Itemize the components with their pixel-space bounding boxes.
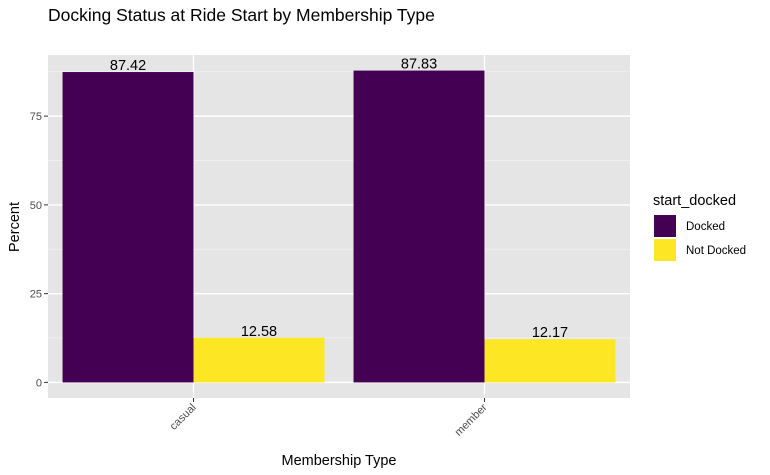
bars xyxy=(62,70,616,383)
bar-value-label: 87.42 xyxy=(110,58,146,74)
bar-casual-not-docked xyxy=(193,337,325,383)
bar-member-not-docked xyxy=(484,339,616,383)
y-tick-label: 50 xyxy=(30,200,42,212)
legend-title: start_docked xyxy=(653,193,736,209)
chart-title: Docking Status at Ride Start by Membersh… xyxy=(48,5,435,25)
x-axis: casual member xyxy=(168,398,490,439)
y-tick-label: 75 xyxy=(30,111,42,123)
legend-label: Not Docked xyxy=(686,245,746,257)
y-axis-label: Percent xyxy=(7,202,23,252)
legend-key-docked xyxy=(654,215,676,237)
y-tick-label: 25 xyxy=(30,289,42,301)
legend: start_docked Docked Not Docked xyxy=(653,193,746,261)
x-tick-label: member xyxy=(453,401,490,438)
bar-member-docked xyxy=(353,70,485,383)
bar-value-label: 12.17 xyxy=(532,325,568,341)
x-axis-label: Membership Type xyxy=(282,453,397,469)
bar-value-labels: 87.42 87.83 12.58 12.17 xyxy=(110,57,568,342)
bar-casual-docked xyxy=(62,72,194,383)
bar-value-label: 12.58 xyxy=(241,324,277,340)
y-axis: 0 25 50 75 xyxy=(30,111,48,389)
x-tick-label: casual xyxy=(168,402,199,433)
bar-value-label: 87.83 xyxy=(401,57,437,73)
legend-label: Docked xyxy=(686,221,725,233)
legend-key-not-docked xyxy=(654,239,676,261)
y-tick-label: 0 xyxy=(36,377,42,389)
